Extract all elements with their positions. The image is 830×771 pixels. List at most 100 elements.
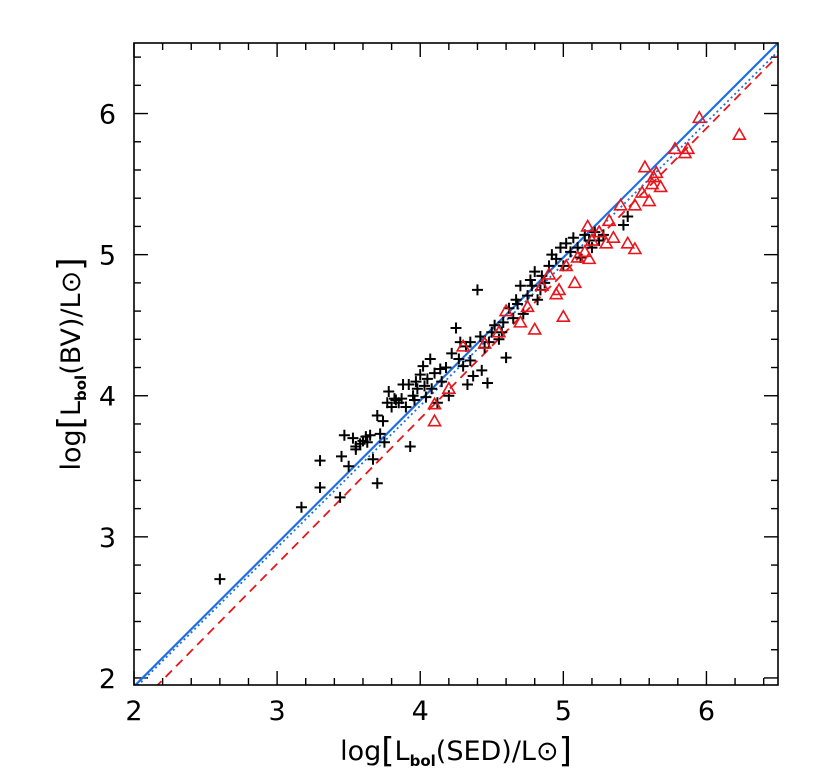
plus-point bbox=[522, 290, 534, 302]
plus-point bbox=[214, 573, 226, 585]
plus-point bbox=[512, 298, 524, 310]
triangle-point bbox=[427, 413, 442, 427]
y-tick-label: 5 bbox=[99, 241, 116, 272]
plus-point bbox=[367, 453, 379, 465]
plus-point bbox=[464, 354, 476, 366]
plus-point bbox=[404, 441, 416, 453]
plus-point bbox=[336, 450, 348, 462]
plus-point bbox=[334, 491, 346, 503]
plus-point bbox=[436, 376, 448, 388]
triangle-point bbox=[667, 141, 683, 155]
triangle-point bbox=[551, 282, 567, 296]
x-tick-label: 5 bbox=[555, 696, 572, 727]
plus-point bbox=[529, 266, 541, 278]
fit-lines bbox=[134, 43, 778, 685]
plus-point bbox=[560, 237, 572, 249]
plus-point bbox=[554, 242, 566, 254]
plus-point bbox=[419, 380, 431, 392]
triangle-point bbox=[567, 275, 583, 289]
plus-point bbox=[500, 352, 512, 364]
plus-point bbox=[474, 330, 486, 342]
plus-point bbox=[493, 333, 505, 345]
fit-line-dotted bbox=[136, 50, 778, 685]
x-tick-label: 6 bbox=[698, 696, 715, 727]
x-tick-label: 4 bbox=[412, 696, 429, 727]
triangle-point bbox=[558, 258, 574, 272]
plus-point bbox=[347, 432, 359, 444]
plus-point bbox=[567, 232, 579, 244]
triangle-point bbox=[581, 251, 597, 265]
plus-point bbox=[526, 280, 538, 292]
triangle-point bbox=[527, 321, 543, 335]
plus-point bbox=[503, 302, 515, 314]
triangle-point bbox=[648, 165, 664, 179]
y-tick-label: 2 bbox=[99, 664, 116, 695]
plus-point bbox=[397, 378, 409, 390]
triangle-point bbox=[653, 179, 669, 193]
plus-point bbox=[476, 364, 488, 376]
y-tick-label: 6 bbox=[99, 100, 116, 131]
x-axis-label: log[Lbol(SED)/L⊙] bbox=[340, 731, 572, 771]
triangle-point bbox=[731, 127, 747, 141]
triangle-point bbox=[641, 193, 657, 207]
plus-point bbox=[410, 376, 422, 388]
plus-point bbox=[374, 428, 386, 440]
plus-point bbox=[532, 294, 544, 306]
plus-point bbox=[343, 460, 355, 472]
plot-area bbox=[134, 43, 778, 685]
plus-point bbox=[400, 401, 412, 413]
plus-point bbox=[617, 219, 629, 231]
plus-point bbox=[586, 242, 598, 254]
triangle-point bbox=[541, 266, 557, 280]
y-axis-label: log[Lbol(BV)/L⊙] bbox=[51, 258, 91, 471]
plus-point bbox=[411, 383, 423, 395]
triangle-point bbox=[580, 218, 596, 232]
triangle-point bbox=[644, 176, 660, 190]
plus-point bbox=[314, 481, 326, 493]
triangle-point bbox=[620, 235, 636, 249]
plus-point bbox=[414, 369, 426, 381]
triangle-point bbox=[513, 314, 528, 328]
plus-point bbox=[564, 246, 576, 258]
plus-point bbox=[450, 322, 462, 334]
plus-point bbox=[461, 378, 473, 390]
plot-frame bbox=[133, 42, 779, 686]
plus-point bbox=[446, 347, 458, 359]
triangle-point bbox=[606, 230, 621, 244]
y-tick-label: 3 bbox=[99, 523, 116, 554]
tick-labels: 2 3 4 5 6 2 3 4 5 6 bbox=[99, 100, 715, 727]
plus-point bbox=[371, 477, 383, 489]
y-tick-label: 4 bbox=[99, 382, 116, 413]
plus-point bbox=[371, 410, 383, 422]
plus-point bbox=[421, 373, 433, 385]
triangle-point bbox=[591, 224, 607, 238]
plus-point bbox=[517, 308, 529, 320]
triangle-point bbox=[455, 338, 471, 352]
plus-point bbox=[481, 377, 493, 389]
plus-point bbox=[417, 360, 429, 372]
triangle-point bbox=[555, 309, 571, 323]
plus-point bbox=[295, 501, 307, 513]
plus-point bbox=[377, 415, 389, 427]
triangle-point bbox=[627, 241, 643, 255]
plus-point bbox=[434, 363, 446, 375]
x-tick-label: 3 bbox=[269, 696, 286, 727]
triangle-point bbox=[520, 299, 535, 313]
triangle-point bbox=[584, 232, 600, 246]
fit-line-dashed bbox=[156, 55, 778, 685]
triangle-point bbox=[637, 159, 653, 173]
triangle-point bbox=[427, 396, 442, 410]
plus-point bbox=[464, 336, 476, 348]
plus-point bbox=[514, 280, 526, 292]
triangle-point bbox=[534, 278, 550, 291]
plus-point bbox=[622, 211, 634, 223]
plus-point bbox=[378, 436, 390, 448]
triangle-point bbox=[680, 141, 696, 155]
triangle-point bbox=[601, 213, 617, 227]
triangle-point bbox=[613, 197, 628, 211]
x-tick-label: 2 bbox=[125, 696, 142, 727]
plus-point bbox=[383, 386, 395, 398]
plus-point bbox=[420, 391, 432, 403]
plus-point bbox=[524, 274, 536, 286]
plus-point bbox=[550, 253, 562, 265]
